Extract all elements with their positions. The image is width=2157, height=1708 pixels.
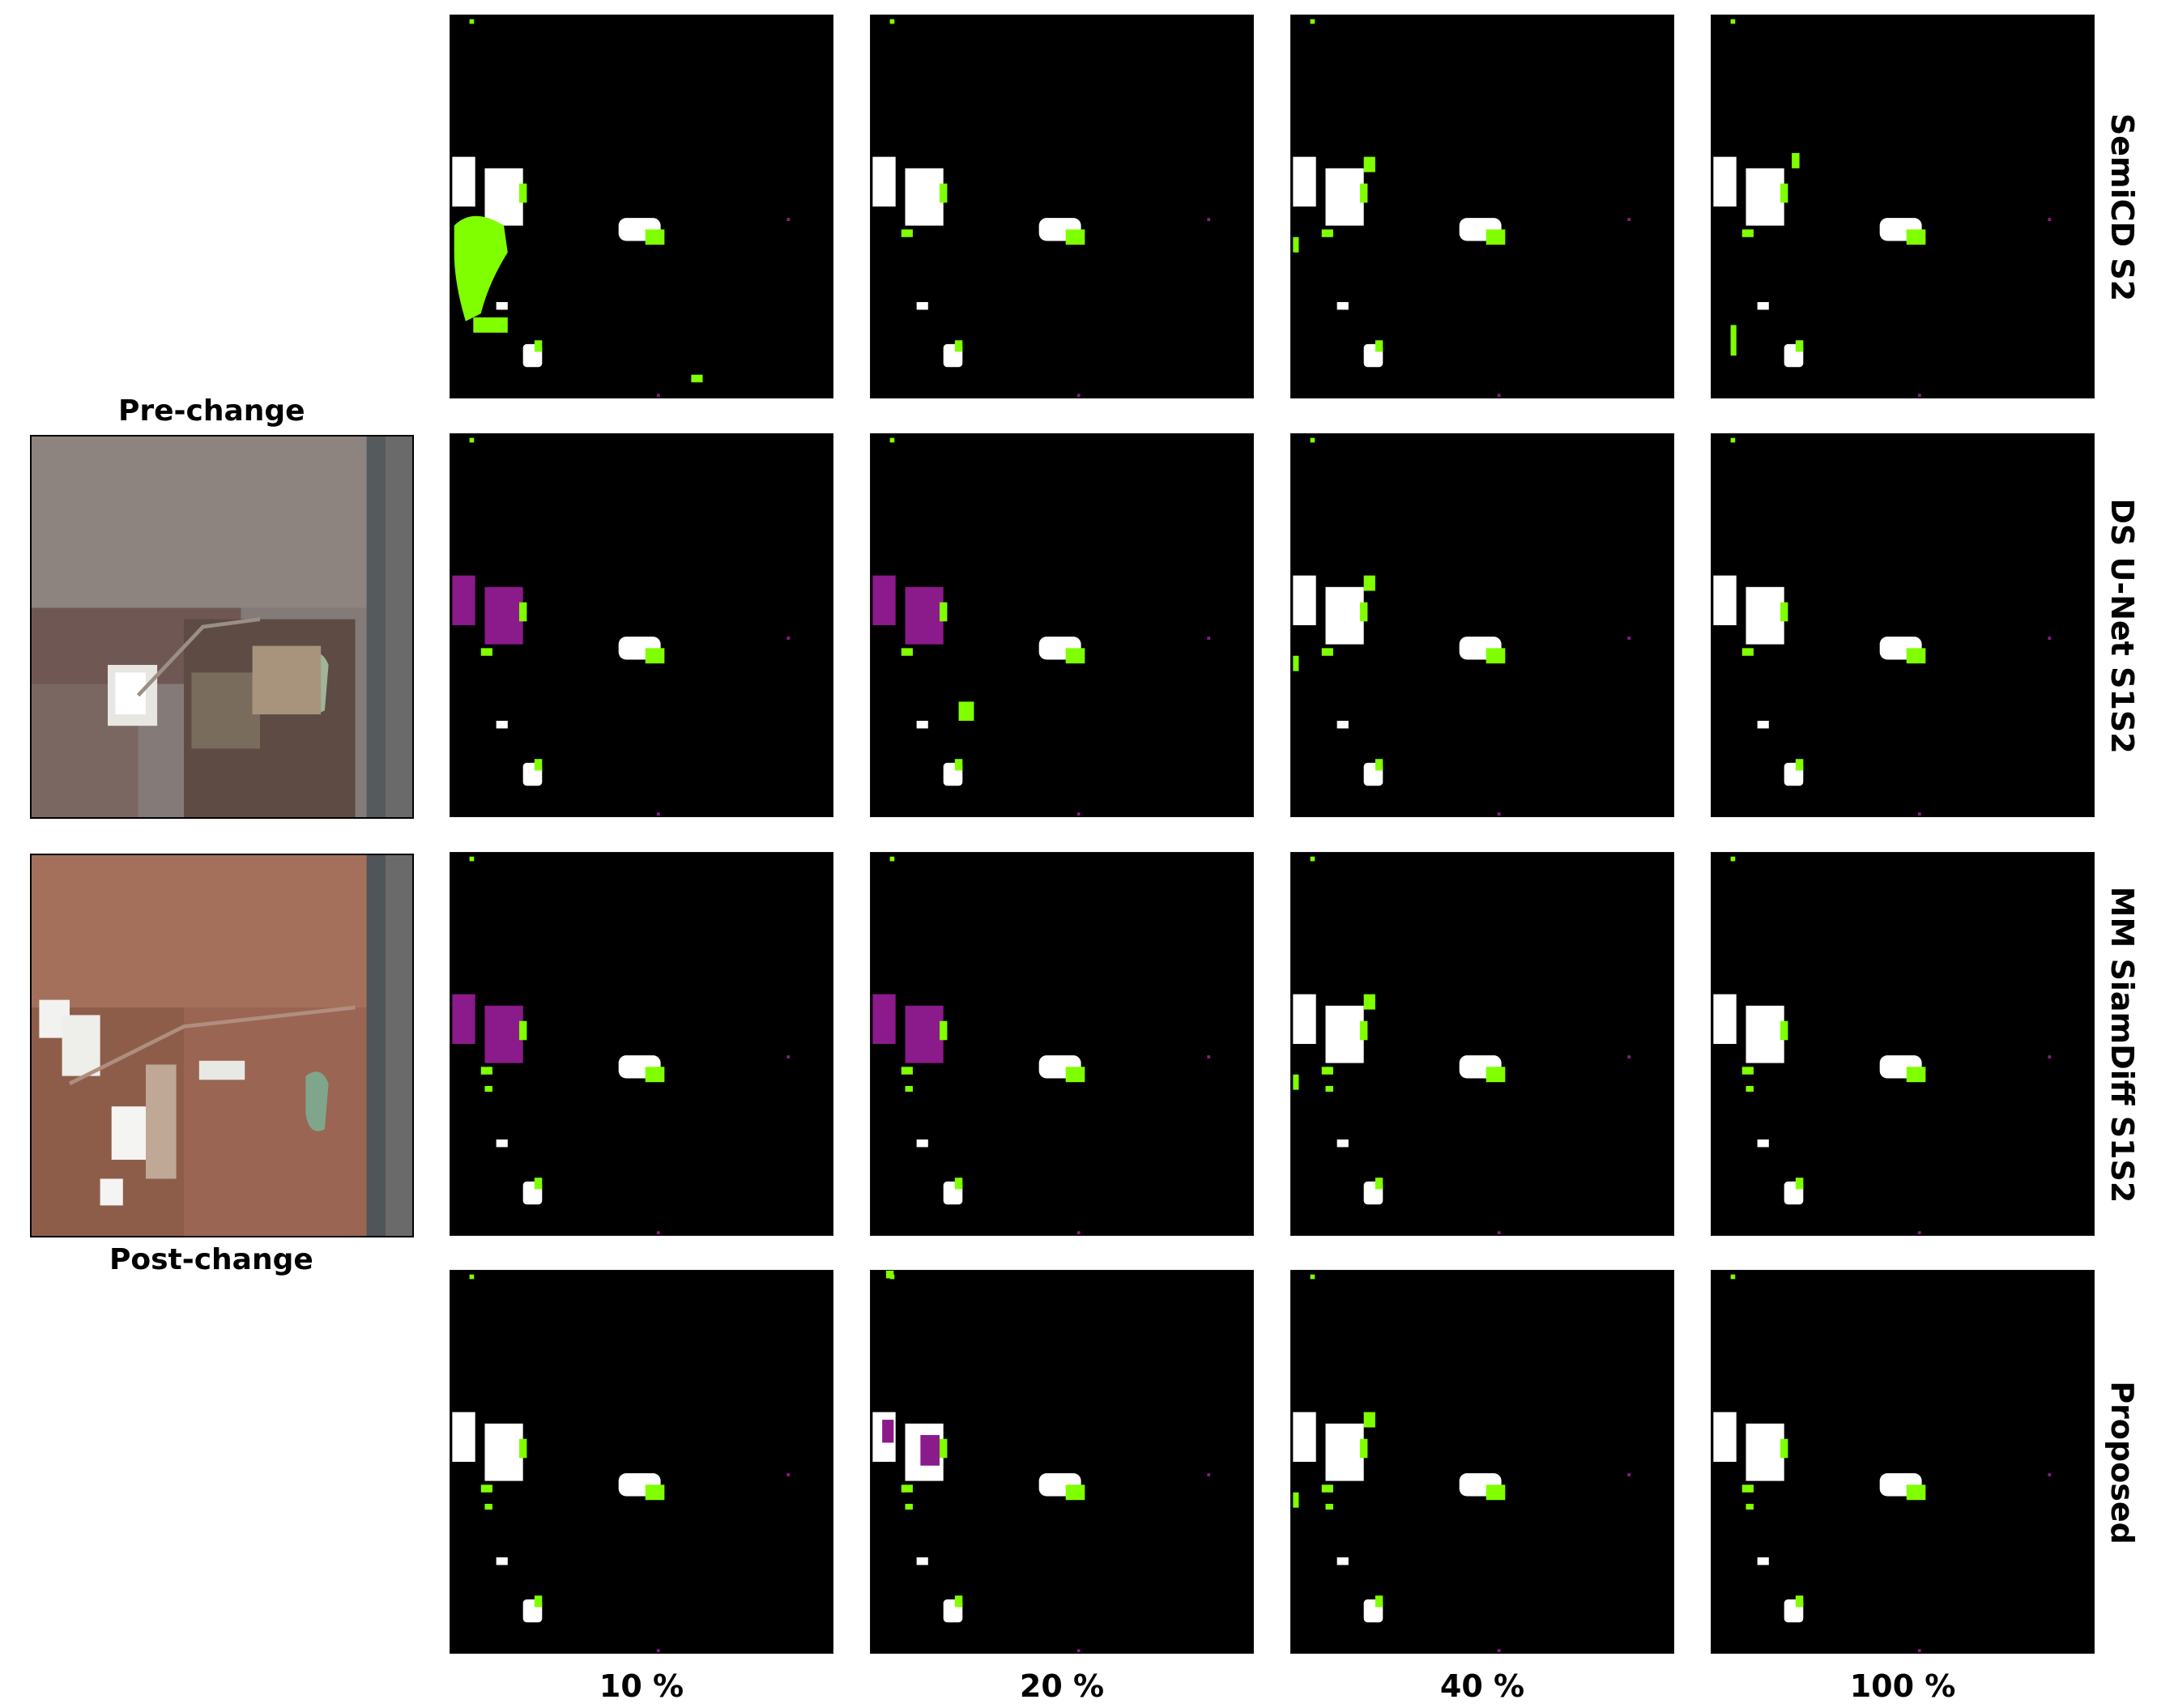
row-label-ds-unet-s1s2: DS U-Net S1S2 bbox=[2104, 498, 2140, 754]
result-panel-r4-c3 bbox=[1290, 1270, 1674, 1654]
result-panel-r2-c2 bbox=[870, 433, 1254, 817]
result-panel-r1-c4 bbox=[1711, 15, 2095, 398]
row-label-mm-siamdiff-s1s2: MM SiamDiff S1S2 bbox=[2104, 886, 2140, 1203]
row-label-proposed: Proposed bbox=[2104, 1381, 2140, 1544]
result-panel-r3-c4 bbox=[1711, 852, 2095, 1236]
result-panel-r3-c1 bbox=[450, 852, 833, 1236]
post-change-label: Post-change bbox=[109, 1243, 313, 1276]
result-panel-r2-c3 bbox=[1290, 433, 1674, 817]
col-label-40: 40 % bbox=[1439, 1668, 1525, 1704]
result-panel-r2-c1 bbox=[450, 433, 833, 817]
row-label-semicd-s2: SemiCD S2 bbox=[2104, 113, 2140, 302]
result-panel-r3-c2 bbox=[870, 852, 1254, 1236]
result-panel-r1-c1 bbox=[450, 15, 833, 398]
result-panel-r4-c4 bbox=[1711, 1270, 2095, 1654]
col-label-10: 10 % bbox=[599, 1668, 684, 1704]
result-panel-r2-c4 bbox=[1711, 433, 2095, 817]
result-panel-r3-c3 bbox=[1290, 852, 1674, 1236]
result-panel-r1-c3 bbox=[1290, 15, 1674, 398]
post-change-image bbox=[30, 854, 414, 1237]
col-label-100: 100 % bbox=[1849, 1668, 1956, 1704]
result-panel-r4-c1 bbox=[450, 1270, 833, 1654]
pre-change-label: Pre-change bbox=[118, 394, 305, 428]
pre-change-image bbox=[30, 435, 414, 819]
col-label-20: 20 % bbox=[1019, 1668, 1105, 1704]
result-panel-r4-c2 bbox=[870, 1270, 1254, 1654]
result-panel-r1-c2 bbox=[870, 15, 1254, 398]
